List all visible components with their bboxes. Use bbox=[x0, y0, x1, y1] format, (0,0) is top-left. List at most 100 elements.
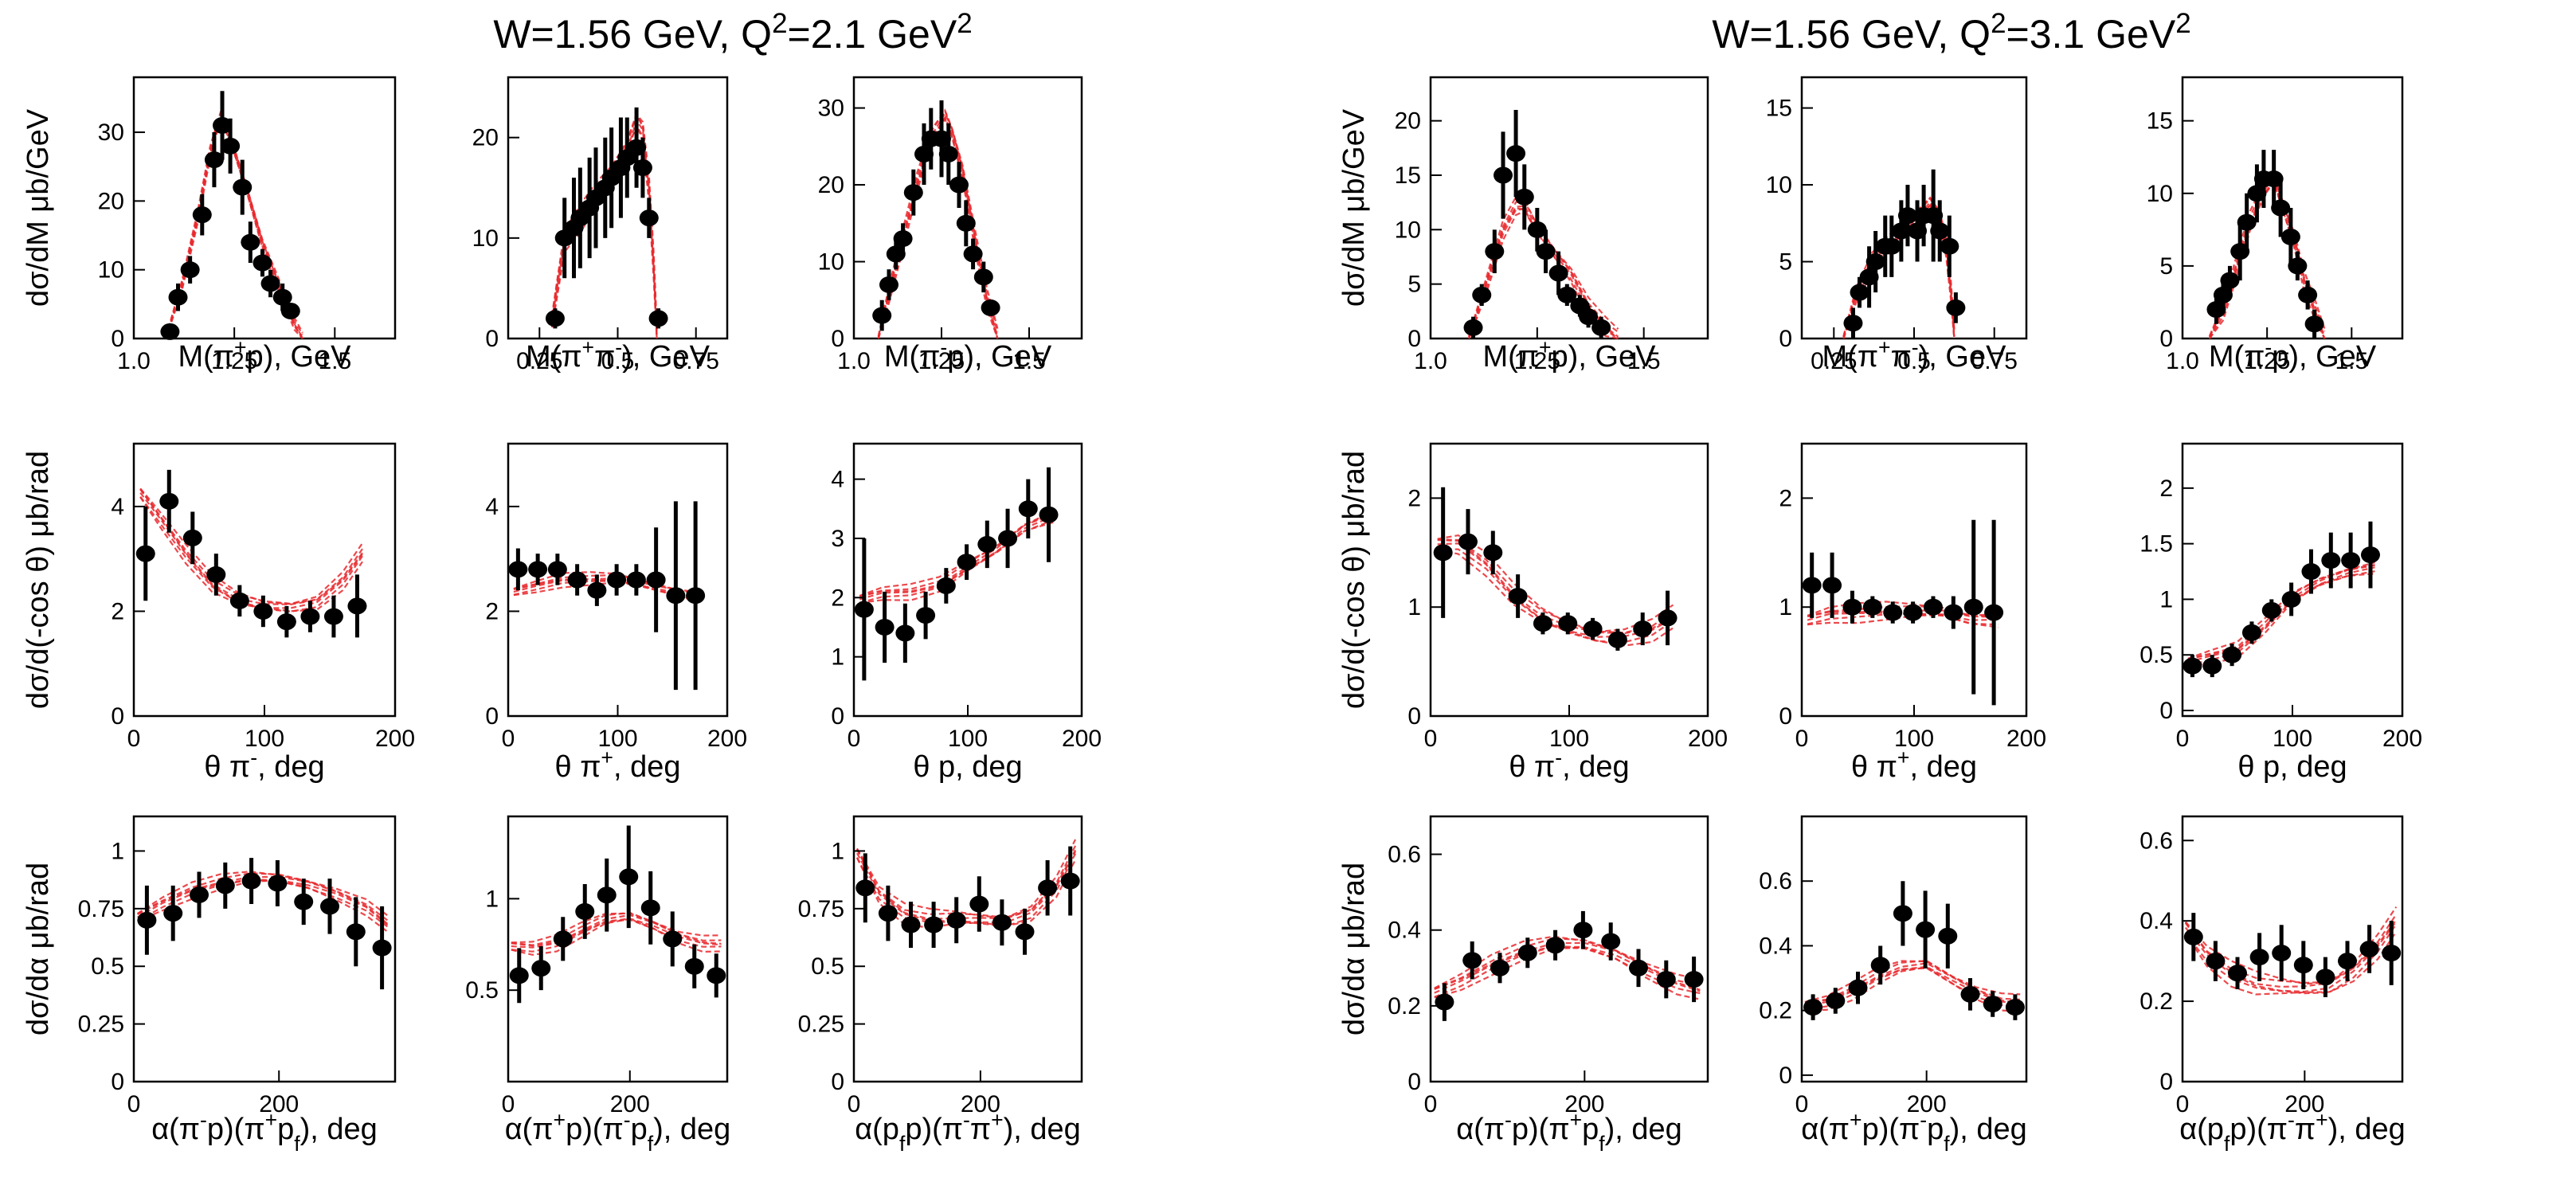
y-tick-label: 1.5 bbox=[2139, 531, 2173, 558]
x-tick-label: 1.5 bbox=[1627, 348, 1661, 374]
data-point bbox=[160, 323, 180, 340]
x-axis-label-part: θ π bbox=[555, 750, 601, 784]
x-axis-label-part: - bbox=[624, 1108, 631, 1132]
model-curve bbox=[1437, 548, 1674, 647]
model-curve bbox=[2184, 923, 2398, 995]
x-tick-label: 1.5 bbox=[1012, 348, 1046, 374]
model-curve bbox=[2184, 931, 2398, 996]
data-point bbox=[1527, 221, 1547, 238]
data-point bbox=[2249, 949, 2269, 966]
x-axis-label-part: π bbox=[2295, 1113, 2316, 1146]
x-axis-label: M(π+p), GeV bbox=[1482, 335, 1656, 374]
model-curve bbox=[856, 857, 1077, 929]
x-axis-label-part: - bbox=[1912, 335, 1919, 359]
x-axis-label: θ p, deg bbox=[913, 750, 1022, 784]
x-tick-label: 0 bbox=[502, 1091, 515, 1117]
x-axis-label-part: p)(π bbox=[905, 1113, 963, 1146]
y-tick-label: 0 bbox=[111, 703, 124, 730]
figure-title-1: W=1.56 GeV, Q2=3.1 GeV2 bbox=[1712, 8, 2190, 57]
data-point bbox=[2271, 199, 2291, 217]
data-point bbox=[346, 923, 366, 941]
x-axis-label-part: - bbox=[1555, 746, 1562, 769]
x-axis-label-part: p bbox=[1927, 1113, 1944, 1146]
x-axis-label-part: θ π bbox=[1509, 750, 1555, 784]
x-tick-label: 0 bbox=[2176, 726, 2190, 752]
x-tick-label: 0.5 bbox=[1897, 348, 1931, 374]
panel-4: 0.25 0.5 0.75 0 5 10 15 M(π+π-), GeV bbox=[1766, 76, 2028, 374]
x-tick-label: 100 bbox=[245, 726, 284, 752]
data-point bbox=[1930, 222, 1950, 240]
plot-frame bbox=[852, 76, 1083, 340]
y-tick-label: 0.4 bbox=[1388, 918, 1421, 944]
data-point bbox=[1433, 544, 1453, 562]
x-axis-label-part: M(π bbox=[2209, 340, 2265, 374]
x-tick-label: 200 bbox=[1907, 1091, 1947, 1117]
model-curve bbox=[856, 845, 1077, 919]
x-tick-label: 100 bbox=[2273, 726, 2312, 752]
x-axis-label-part: f bbox=[2224, 1132, 2230, 1156]
x-tick-label: 200 bbox=[2006, 726, 2046, 752]
x-axis-label-part: + bbox=[234, 335, 247, 359]
x-axis-label-part: M(π bbox=[1822, 340, 1879, 374]
panel-6: 0 100 200 0 2 4 θ π-, deg bbox=[111, 442, 415, 784]
x-axis-label-part: α(π bbox=[1456, 1113, 1505, 1146]
data-point bbox=[1548, 264, 1568, 282]
x-axis-label: M(π+π-), GeV bbox=[526, 335, 711, 374]
plot-frame bbox=[1800, 76, 2028, 340]
model-curve bbox=[139, 488, 363, 606]
y-tick-label: 0 bbox=[831, 703, 844, 730]
x-axis-label-part: , deg bbox=[613, 750, 681, 784]
model-curve bbox=[1804, 960, 2021, 1003]
data-point bbox=[1963, 598, 1983, 616]
data-point bbox=[2298, 286, 2318, 303]
y-tick-label: 1 bbox=[831, 644, 844, 671]
x-tick-label: 0.5 bbox=[601, 348, 635, 374]
data-point bbox=[932, 130, 951, 147]
row-ylabel-0-1: dσ/d(-cos θ) μb/rad bbox=[22, 451, 55, 709]
data-point bbox=[347, 597, 367, 615]
row-ylabel-0-1-part: dσ/d(-cos θ) μb/rad bbox=[22, 451, 55, 709]
data-point bbox=[1843, 315, 1863, 332]
figure-title-1-part: 2 bbox=[1991, 8, 2006, 39]
y-tick-label: 0.6 bbox=[1759, 868, 1792, 894]
data-point bbox=[1494, 166, 1513, 184]
x-axis-label-part: p)(π bbox=[566, 1113, 624, 1146]
x-axis-label-part: f bbox=[648, 1132, 654, 1156]
y-tick-label: 0.25 bbox=[78, 1012, 124, 1038]
y-tick-label: 0.6 bbox=[2139, 828, 2173, 854]
x-axis-label-part: + bbox=[582, 335, 595, 359]
data-point bbox=[2272, 945, 2292, 962]
x-axis-label-part: θ π bbox=[204, 750, 250, 784]
x-axis-label-part: ), GeV bbox=[622, 340, 710, 374]
data-point bbox=[168, 288, 188, 306]
y-tick-label: 2 bbox=[831, 585, 844, 611]
model-curve bbox=[511, 912, 722, 944]
model-curve bbox=[2209, 171, 2326, 337]
y-tick-label: 3 bbox=[831, 526, 844, 552]
y-tick-label: 0 bbox=[1779, 326, 1792, 352]
panel-5: 1.0 1.25 1.5 0 5 10 15 M(π-p), GeV bbox=[2147, 76, 2404, 374]
data-point bbox=[1940, 237, 1959, 255]
panel-8: 0 100 200 0 1 2 3 4 θ p, deg bbox=[831, 442, 1102, 784]
y-tick-label: 0.2 bbox=[2139, 988, 2173, 1015]
row-ylabel-1-2-part: dσ/dα μb/rad bbox=[1337, 863, 1371, 1035]
data-point bbox=[241, 233, 260, 251]
y-tick-label: 0 bbox=[1407, 703, 1421, 730]
x-axis-label-part: p)(π bbox=[2230, 1113, 2288, 1146]
data-point bbox=[1916, 921, 1936, 938]
x-axis-label-part: ), deg bbox=[1605, 1113, 1682, 1146]
data-point bbox=[320, 898, 339, 915]
data-point bbox=[221, 137, 241, 155]
data-point bbox=[135, 545, 155, 562]
data-point bbox=[1946, 299, 1966, 316]
model-curve bbox=[137, 879, 389, 926]
data-point bbox=[206, 566, 226, 583]
y-tick-label: 0 bbox=[1779, 703, 1792, 730]
y-tick-label: 4 bbox=[485, 494, 499, 520]
x-axis-label: M(π+p), GeV bbox=[178, 335, 351, 374]
y-tick-label: 20 bbox=[98, 188, 124, 214]
x-axis-label-part: p), GeV bbox=[947, 340, 1052, 374]
model-curve bbox=[137, 875, 389, 926]
data-point bbox=[2005, 999, 2025, 1016]
model-curve bbox=[856, 848, 1077, 921]
